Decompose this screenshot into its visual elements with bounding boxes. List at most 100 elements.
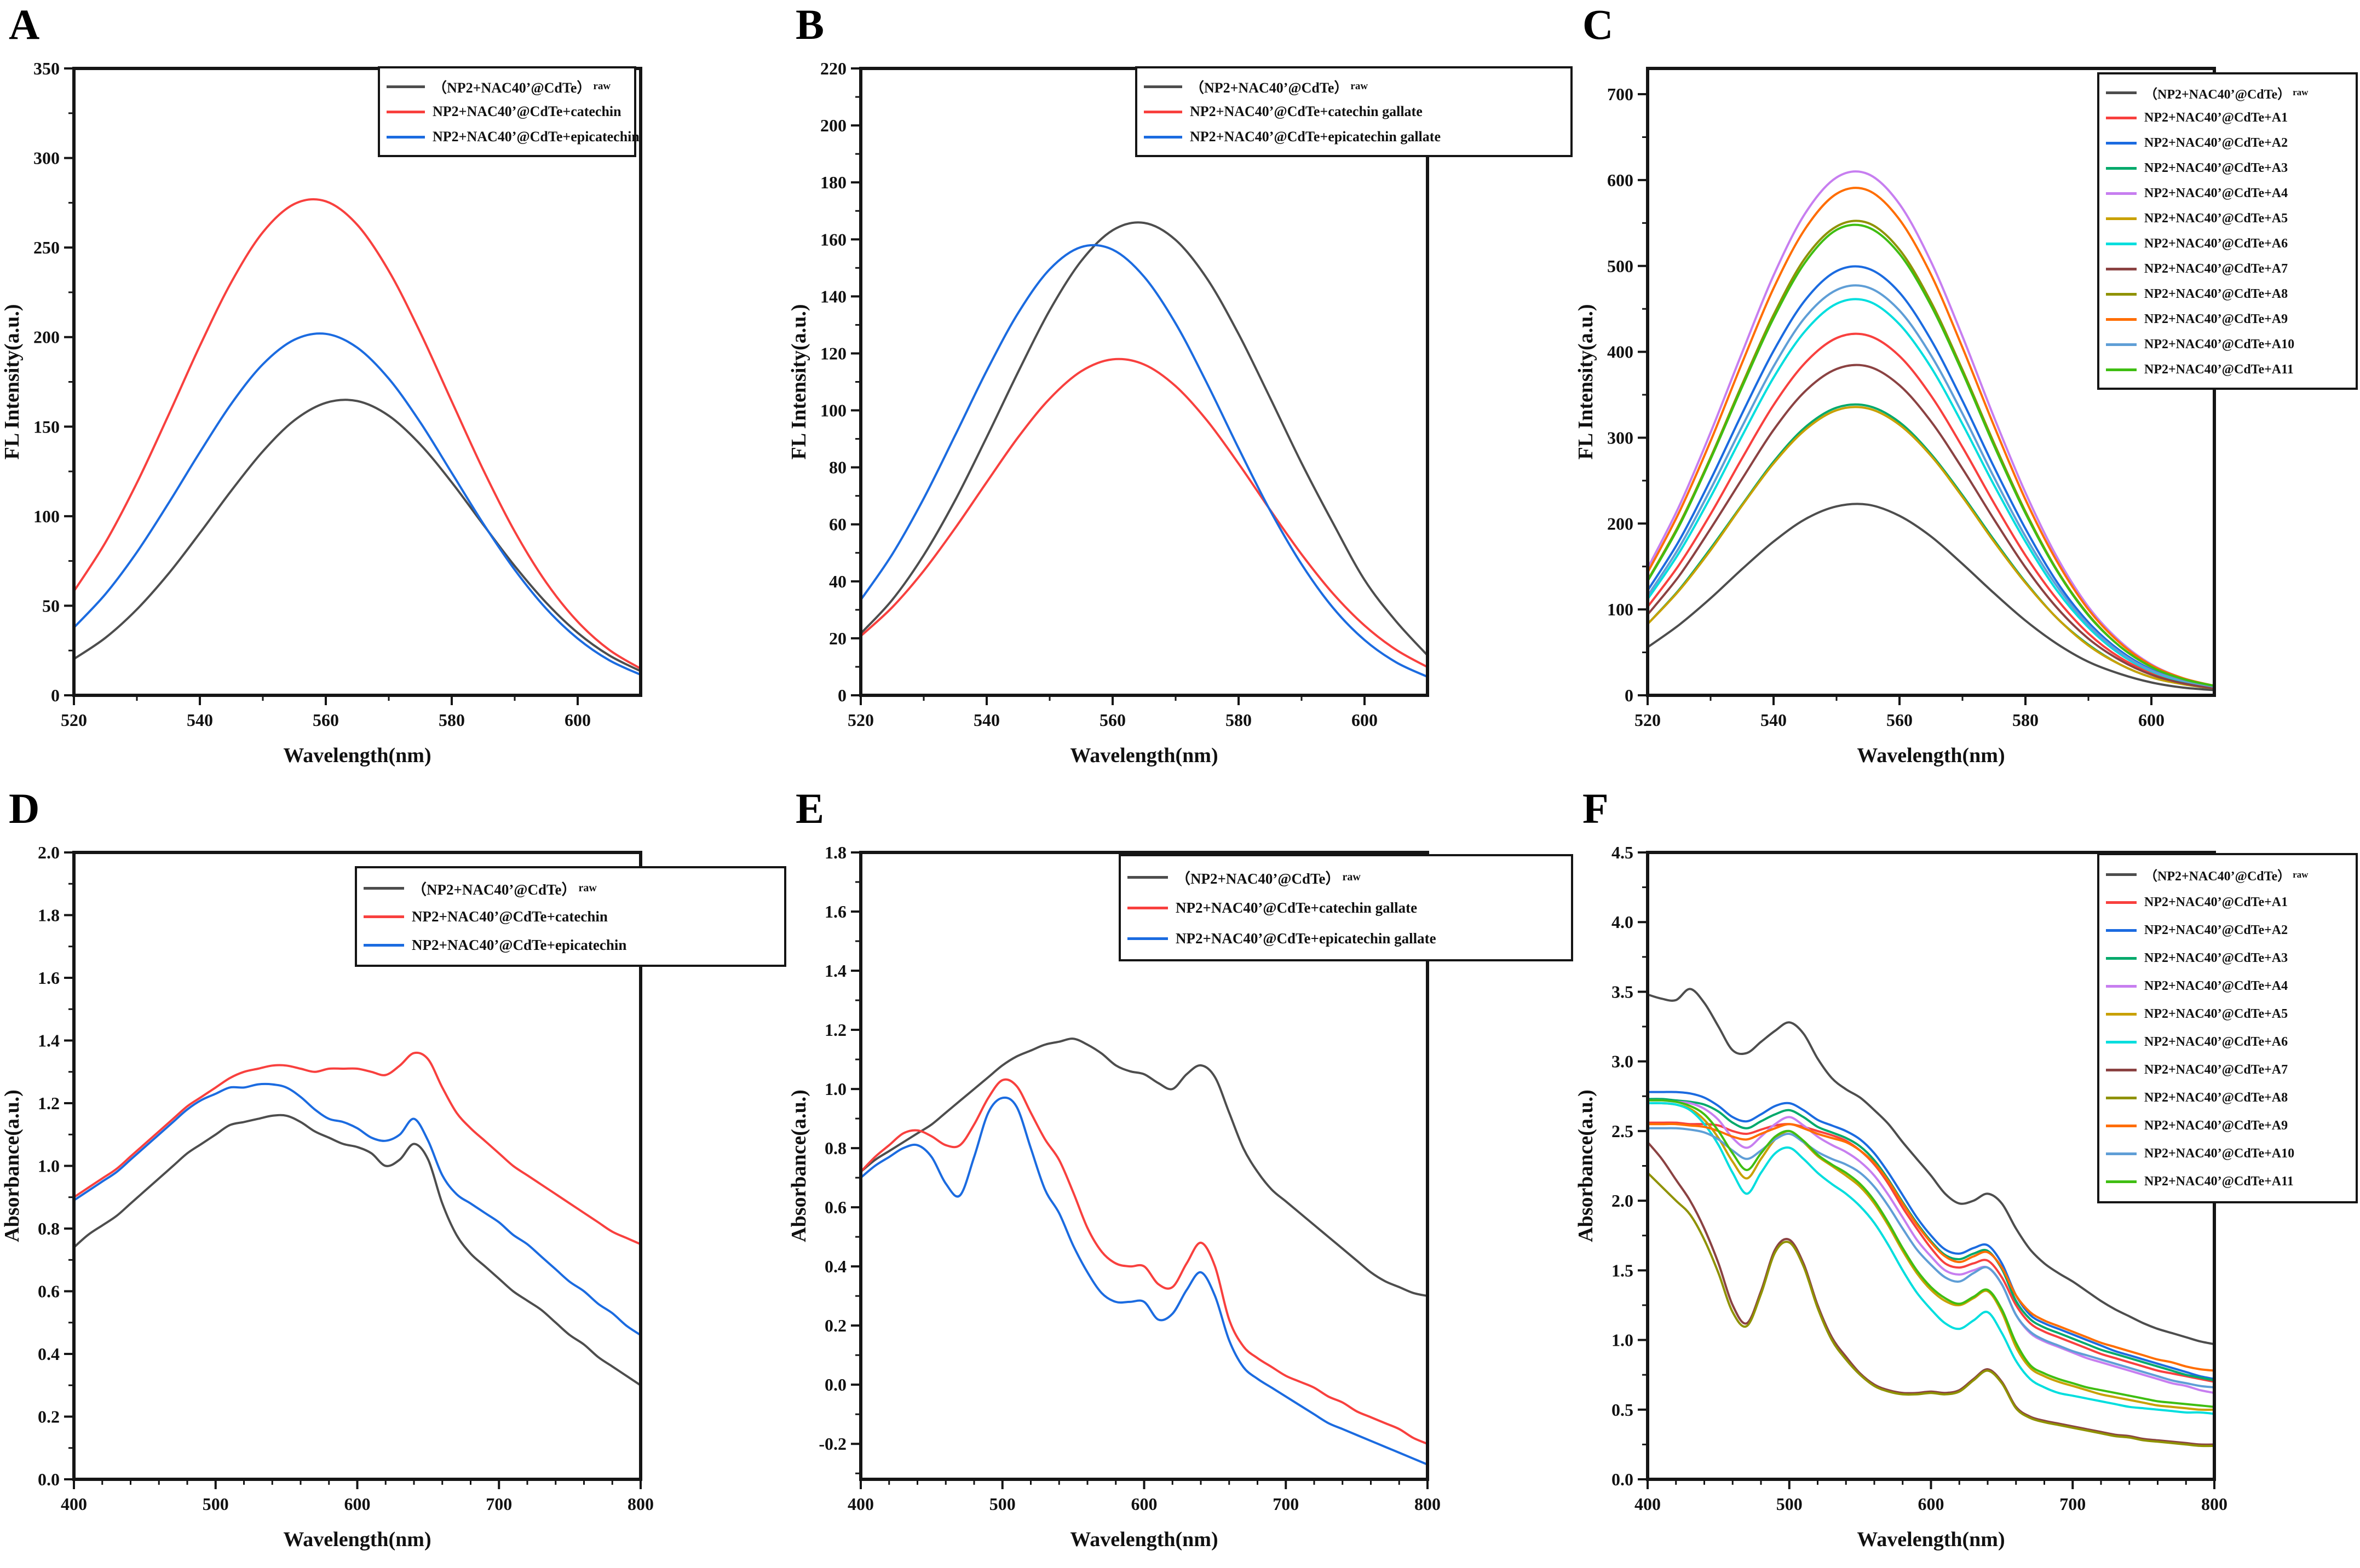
series-line-NP2-NAC40-CdTe-epicatechin xyxy=(74,1082,641,1336)
y-tick-label: 200 xyxy=(820,116,847,135)
y-tick-label: 1.4 xyxy=(38,1031,60,1051)
x-axis-title: Wavelength(nm) xyxy=(1857,1528,2005,1551)
legend-entry-label: NP2+NAC40’@CdTe+epicatechin gallate xyxy=(1176,930,1436,947)
x-axis-title: Wavelength(nm) xyxy=(283,744,431,767)
legend-entry: NP2+NAC40’@CdTe+A11 xyxy=(2106,1168,2349,1196)
legend-entry-label: NP2+NAC40’@CdTe+A9 xyxy=(2144,1119,2288,1133)
legend-entry: NP2+NAC40’@CdTe+A9 xyxy=(2106,1112,2349,1140)
series-group xyxy=(861,1037,1427,1466)
y-axis-title: Absorbance(a.u.) xyxy=(787,1089,810,1242)
panel-letter-E: E xyxy=(796,785,825,832)
axis-ticks xyxy=(64,851,642,1489)
legend-B: （NP2+NAC40’@CdTe） raw NP2+NAC40’@CdTe+cate… xyxy=(1135,66,1573,157)
y-tick-label: 50 xyxy=(42,596,60,615)
legend-entry-label: NP2+NAC40’@CdTe+A1 xyxy=(2144,110,2288,125)
axis-ticks xyxy=(851,851,1429,1489)
series-line--NP2-NAC40-CdTe-raw xyxy=(1648,503,2214,691)
axis-ticks xyxy=(1638,93,2152,705)
legend-entry-label: NP2+NAC40’@CdTe+epicatechin gallate xyxy=(1190,129,1441,145)
legend-entry: NP2+NAC40’@CdTe+catechin gallate xyxy=(1144,99,1564,124)
legend-entry-label: NP2+NAC40’@CdTe+A6 xyxy=(2144,1035,2288,1049)
series-line-NP2-NAC40-CdTe-A2 xyxy=(1648,265,2214,688)
legend-entry-label: NP2+NAC40’@CdTe+catechin xyxy=(412,908,608,925)
legend-entry-label: （NP2+NAC40’@CdTe） xyxy=(2144,869,2291,884)
legend-line-swatch xyxy=(2106,985,2137,988)
y-tick-label: 2.0 xyxy=(1611,1191,1633,1210)
y-tick-label: 1.6 xyxy=(825,902,847,921)
y-tick-label: 40 xyxy=(829,572,847,591)
legend-line-swatch xyxy=(2106,116,2137,119)
x-tick-label: 560 xyxy=(1886,710,1913,730)
y-tick-label: 0.4 xyxy=(825,1256,847,1276)
legend-entry: NP2+NAC40’@CdTe+A7 xyxy=(2106,256,2349,281)
y-tick-label: 0.2 xyxy=(825,1316,847,1335)
y-tick-label: 0.2 xyxy=(38,1407,60,1427)
y-tick-label: 160 xyxy=(820,229,847,249)
x-tick-label: 600 xyxy=(1351,710,1378,730)
y-tick-label: 0.8 xyxy=(38,1219,60,1238)
legend-entry: NP2+NAC40’@CdTe+catechin gallate xyxy=(1127,892,1564,923)
y-tick-label: 1.5 xyxy=(1611,1260,1633,1280)
series-line-NP2-NAC40-CdTe-A8 xyxy=(1648,1172,2214,1448)
x-tick-label: 400 xyxy=(61,1494,87,1514)
legend-entry: NP2+NAC40’@CdTe+A6 xyxy=(2106,231,2349,256)
series-line-NP2-NAC40-CdTe-A4 xyxy=(1648,1099,2214,1394)
panel-E: E 400 500 600 700 800 -0.2 0.0 0.2 0.4 0.6 0.8 1.0 1… xyxy=(787,784,1573,1568)
y-tick-label: 0.0 xyxy=(1611,1469,1633,1489)
y-tick-label: -0.2 xyxy=(819,1434,847,1454)
x-axis-title: Wavelength(nm) xyxy=(1857,744,2005,767)
y-axis-title: FL Intensity(a.u.) xyxy=(1574,304,1597,460)
series-line-NP2-NAC40-CdTe-A6 xyxy=(1648,298,2214,689)
axis-ticks xyxy=(64,67,579,705)
legend-line-swatch xyxy=(2106,91,2137,94)
legend-entry-label: NP2+NAC40’@CdTe+catechin xyxy=(433,103,621,119)
y-tick-label: 2.5 xyxy=(1611,1121,1633,1141)
series-line-NP2-NAC40-CdTe-catechin-gallate xyxy=(861,358,1427,668)
y-tick-label: 350 xyxy=(33,59,60,78)
legend-line-swatch xyxy=(1127,937,1168,940)
y-tick-label: 1.6 xyxy=(38,968,60,988)
series-line-NP2-NAC40-CdTe-A5 xyxy=(1648,406,2214,690)
legend-entry: NP2+NAC40’@CdTe+A5 xyxy=(2106,1000,2349,1028)
legend-entry: （NP2+NAC40’@CdTe） raw xyxy=(1144,74,1564,99)
x-tick-label: 580 xyxy=(2012,710,2039,730)
series-line-NP2-NAC40-CdTe-epicatechin xyxy=(74,332,641,676)
series-line-NP2-NAC40-CdTe-catechin xyxy=(74,1051,641,1246)
legend-entry-label: NP2+NAC40’@CdTe+epicatechin xyxy=(412,936,627,953)
chart-F: 400 500 600 700 800 0.0 0.5 1.0 1.5 2.0 2.5 3.0 3.5 4… xyxy=(1574,843,2227,1551)
legend-entry: （NP2+NAC40’@CdTe） raw xyxy=(2106,861,2349,889)
x-tick-label: 520 xyxy=(1634,710,1661,730)
chart-E: 400 500 600 700 800 -0.2 0.0 0.2 0.4 0.6 0.8 1.0 1.2… xyxy=(787,843,1441,1551)
legend-entry-label: NP2+NAC40’@CdTe+A3 xyxy=(2144,951,2288,965)
x-tick-label: 560 xyxy=(1100,710,1126,730)
legend-entry-label: NP2+NAC40’@CdTe+A9 xyxy=(2144,312,2288,326)
x-tick-label: 800 xyxy=(628,1494,654,1514)
legend-entry-subscript: raw xyxy=(2293,87,2309,97)
x-tick-label: 500 xyxy=(989,1494,1016,1514)
legend-entry-label: NP2+NAC40’@CdTe+epicatechin xyxy=(433,129,640,145)
legend-entry-label: （NP2+NAC40’@CdTe） xyxy=(1190,79,1349,96)
x-tick-label: 700 xyxy=(1273,1494,1299,1514)
legend-entry-label: （NP2+NAC40’@CdTe） xyxy=(2144,87,2291,102)
legend-entry: NP2+NAC40’@CdTe+A10 xyxy=(2106,332,2349,357)
y-tick-label: 1.4 xyxy=(825,961,847,981)
legend-entry: NP2+NAC40’@CdTe+epicatechin xyxy=(387,124,640,149)
legend-entry: NP2+NAC40’@CdTe+A4 xyxy=(2106,972,2349,1000)
legend-entry-label: NP2+NAC40’@CdTe+A7 xyxy=(2144,1063,2288,1077)
legend-entry: NP2+NAC40’@CdTe+A1 xyxy=(2106,105,2349,130)
legend-entry: NP2+NAC40’@CdTe+catechin xyxy=(387,99,628,124)
series-group xyxy=(74,1051,641,1387)
legend-E: （NP2+NAC40’@CdTe） raw NP2+NAC40’@CdTe+cate… xyxy=(1119,854,1573,961)
legend-entry-label: NP2+NAC40’@CdTe+A2 xyxy=(2144,135,2288,150)
legend-entry: （NP2+NAC40’@CdTe） raw xyxy=(387,74,628,99)
x-axis-title: Wavelength(nm) xyxy=(1070,744,1218,767)
x-tick-label: 800 xyxy=(1414,1494,1441,1514)
legend-entry: NP2+NAC40’@CdTe+A9 xyxy=(2106,307,2349,332)
axis-ticks xyxy=(851,67,1366,705)
y-tick-label: 1.8 xyxy=(38,906,60,925)
legend-entry: NP2+NAC40’@CdTe+epicatechin gallate xyxy=(1144,124,1564,149)
x-axis-title: Wavelength(nm) xyxy=(1070,1528,1218,1551)
y-tick-label: 3.0 xyxy=(1611,1052,1633,1071)
y-tick-label: 20 xyxy=(829,629,847,648)
legend-entry-label: NP2+NAC40’@CdTe+A10 xyxy=(2144,1146,2295,1161)
